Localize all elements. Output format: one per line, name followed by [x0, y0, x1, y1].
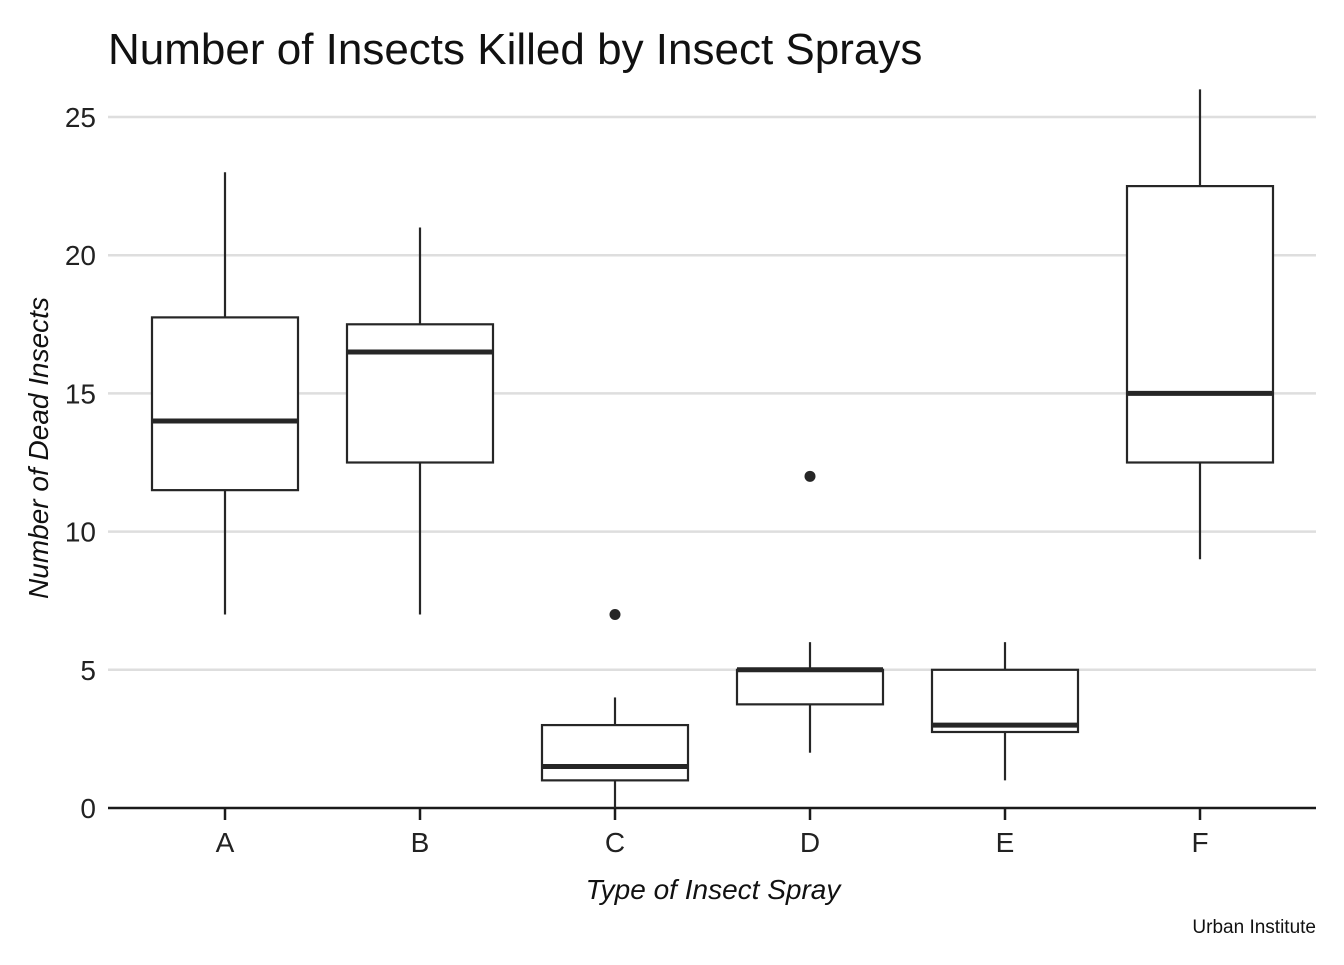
chart-caption: Urban Institute [1192, 917, 1316, 938]
box-C [540, 609, 690, 808]
boxes [150, 89, 1275, 808]
box-iqr [345, 323, 495, 464]
box-iqr [735, 668, 885, 706]
y-tick-label: 10 [65, 517, 96, 548]
chart-title: Number of Insects Killed by Insect Spray… [108, 25, 922, 74]
x-axis-title: Type of Insect Spray [586, 874, 843, 905]
box-iqr [930, 668, 1080, 734]
box-iqr [1125, 185, 1275, 464]
box-E [930, 642, 1080, 781]
outlier-point [609, 609, 621, 621]
x-tick-label: E [996, 827, 1015, 858]
y-tick-label: 0 [80, 793, 96, 824]
box-A [150, 172, 300, 615]
gridlines [108, 115, 1316, 672]
x-tick-label: F [1191, 827, 1208, 858]
y-tick-label: 20 [65, 240, 96, 271]
x-tick-label: C [605, 827, 625, 858]
y-axis-title: Number of Dead Insects [23, 297, 54, 599]
y-tick-label: 15 [65, 378, 96, 409]
x-axis-tick-labels: A B C D E F [216, 827, 1209, 858]
box-D [735, 470, 885, 753]
y-axis-tick-labels: 0 5 10 15 20 25 [65, 102, 96, 824]
y-tick-label: 5 [80, 655, 96, 686]
box-B [345, 227, 495, 615]
outlier-point [804, 470, 816, 482]
box-iqr [150, 316, 300, 492]
y-tick-label: 25 [65, 102, 96, 133]
box-F [1125, 89, 1275, 560]
box-iqr [540, 723, 690, 782]
x-tick-label: D [800, 827, 820, 858]
x-axis [108, 806, 1316, 820]
x-tick-label: A [216, 827, 235, 858]
x-tick-label: B [411, 827, 430, 858]
